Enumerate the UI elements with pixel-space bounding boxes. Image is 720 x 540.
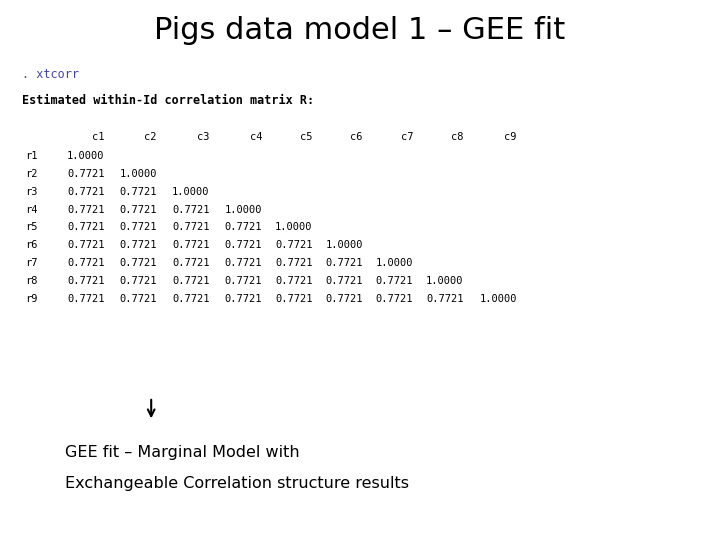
Text: 0.7721: 0.7721 <box>172 276 210 286</box>
Text: 1.0000: 1.0000 <box>376 258 413 268</box>
Text: r7: r7 <box>25 258 37 268</box>
Text: 0.7721: 0.7721 <box>120 187 157 197</box>
Text: r3: r3 <box>25 187 37 197</box>
Text: 0.7721: 0.7721 <box>275 258 312 268</box>
Text: 0.7721: 0.7721 <box>67 294 104 304</box>
Text: r9: r9 <box>25 294 37 304</box>
Text: 0.7721: 0.7721 <box>225 294 262 304</box>
Text: 0.7721: 0.7721 <box>172 222 210 233</box>
Text: 0.7721: 0.7721 <box>172 258 210 268</box>
Text: 0.7721: 0.7721 <box>275 276 312 286</box>
Text: . xtcorr: . xtcorr <box>22 68 78 80</box>
Text: 0.7721: 0.7721 <box>172 240 210 251</box>
Text: 0.7721: 0.7721 <box>225 258 262 268</box>
Text: 1.0000: 1.0000 <box>325 240 363 251</box>
Text: 0.7721: 0.7721 <box>325 294 363 304</box>
Text: r8: r8 <box>25 276 37 286</box>
Text: 0.7721: 0.7721 <box>67 205 104 215</box>
Text: c2: c2 <box>145 132 157 143</box>
Text: c1: c1 <box>92 132 104 143</box>
Text: 0.7721: 0.7721 <box>225 276 262 286</box>
Text: Exchangeable Correlation structure results: Exchangeable Correlation structure resul… <box>65 476 409 491</box>
Text: c4: c4 <box>250 132 262 143</box>
Text: 0.7721: 0.7721 <box>376 276 413 286</box>
Text: 0.7721: 0.7721 <box>120 205 157 215</box>
Text: c9: c9 <box>505 132 517 143</box>
Text: 0.7721: 0.7721 <box>67 187 104 197</box>
Text: 0.7721: 0.7721 <box>325 258 363 268</box>
Text: c7: c7 <box>401 132 413 143</box>
Text: c6: c6 <box>351 132 363 143</box>
Text: 0.7721: 0.7721 <box>120 294 157 304</box>
Text: c8: c8 <box>451 132 464 143</box>
Text: 1.0000: 1.0000 <box>172 187 210 197</box>
Text: 0.7721: 0.7721 <box>67 276 104 286</box>
Text: r1: r1 <box>25 151 37 161</box>
Text: Pigs data model 1 – GEE fit: Pigs data model 1 – GEE fit <box>154 16 566 45</box>
Text: 0.7721: 0.7721 <box>120 222 157 233</box>
Text: 1.0000: 1.0000 <box>120 169 157 179</box>
Text: 0.7721: 0.7721 <box>67 240 104 251</box>
Text: 0.7721: 0.7721 <box>275 294 312 304</box>
Text: 0.7721: 0.7721 <box>120 240 157 251</box>
Text: 0.7721: 0.7721 <box>426 294 464 304</box>
Text: 1.0000: 1.0000 <box>480 294 517 304</box>
Text: r2: r2 <box>25 169 37 179</box>
Text: 0.7721: 0.7721 <box>67 222 104 233</box>
Text: Estimated within-Id correlation matrix R:: Estimated within-Id correlation matrix R… <box>22 94 314 107</box>
Text: r6: r6 <box>25 240 37 251</box>
Text: 0.7721: 0.7721 <box>120 276 157 286</box>
Text: 0.7721: 0.7721 <box>376 294 413 304</box>
Text: 0.7721: 0.7721 <box>325 276 363 286</box>
Text: 0.7721: 0.7721 <box>172 294 210 304</box>
Text: 1.0000: 1.0000 <box>225 205 262 215</box>
Text: 0.7721: 0.7721 <box>67 169 104 179</box>
Text: c3: c3 <box>197 132 210 143</box>
Text: 1.0000: 1.0000 <box>67 151 104 161</box>
Text: r5: r5 <box>25 222 37 233</box>
Text: 0.7721: 0.7721 <box>225 240 262 251</box>
Text: GEE fit – Marginal Model with: GEE fit – Marginal Model with <box>65 446 300 461</box>
Text: 0.7721: 0.7721 <box>172 205 210 215</box>
Text: r4: r4 <box>25 205 37 215</box>
Text: 1.0000: 1.0000 <box>275 222 312 233</box>
Text: 0.7721: 0.7721 <box>275 240 312 251</box>
Text: 0.7721: 0.7721 <box>120 258 157 268</box>
Text: 0.7721: 0.7721 <box>225 222 262 233</box>
Text: 0.7721: 0.7721 <box>67 258 104 268</box>
Text: c5: c5 <box>300 132 312 143</box>
Text: 1.0000: 1.0000 <box>426 276 464 286</box>
